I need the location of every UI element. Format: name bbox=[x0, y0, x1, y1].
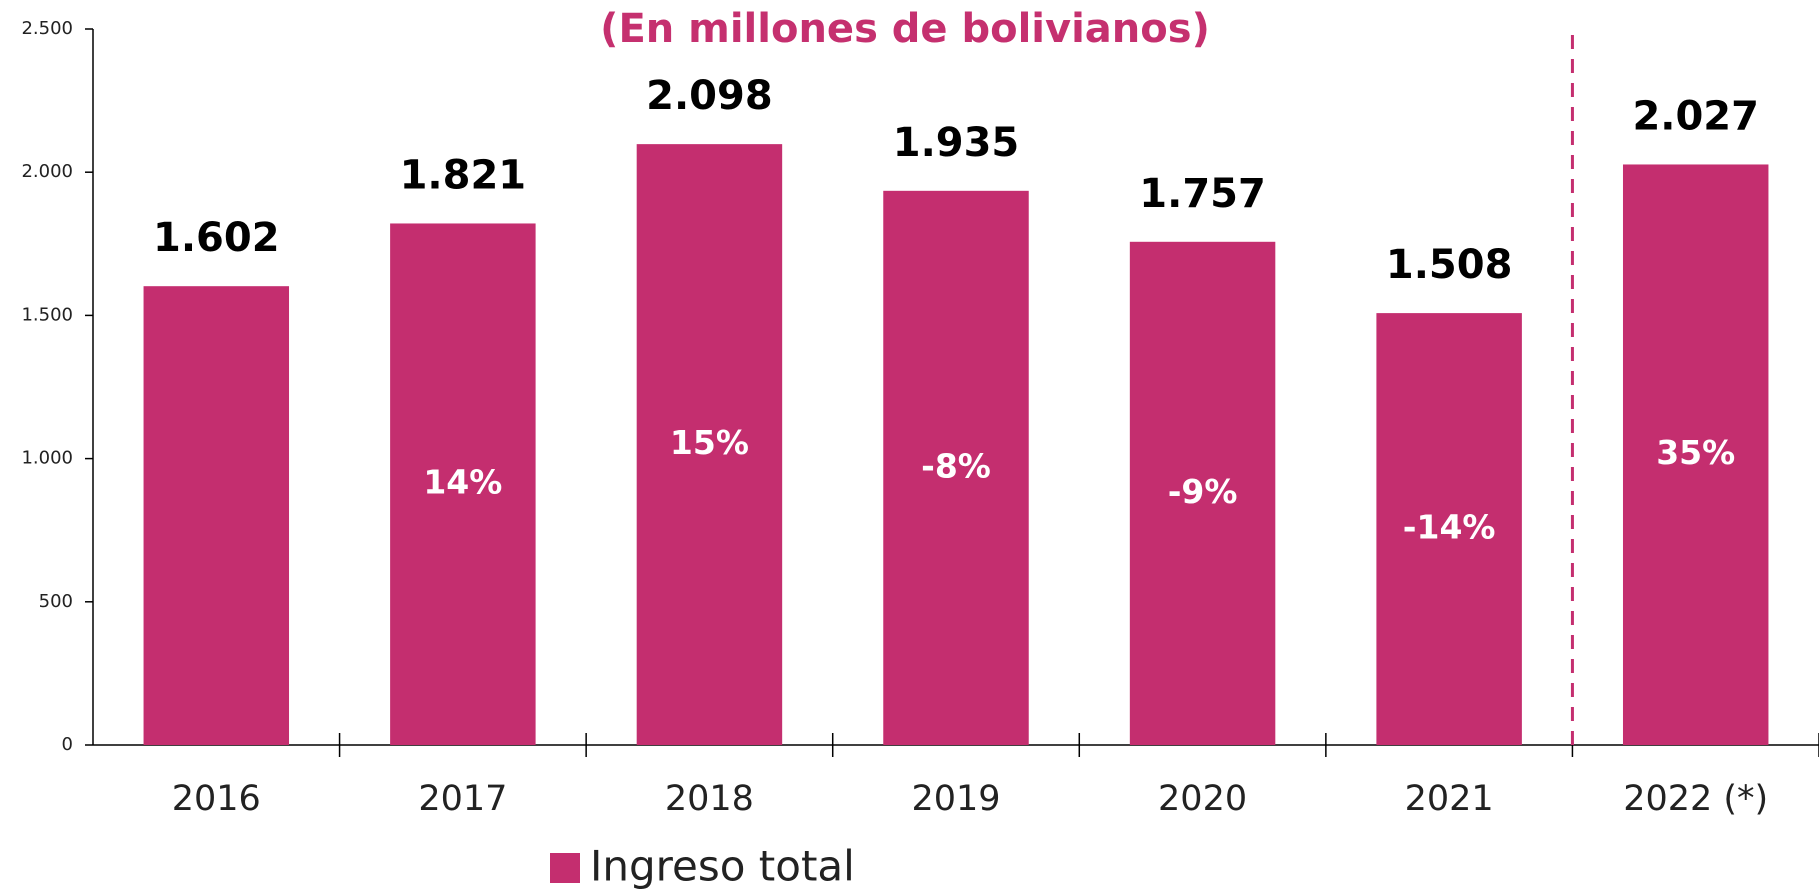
growth-label: 14% bbox=[423, 463, 502, 502]
value-label: 2.027 bbox=[1632, 93, 1759, 139]
x-tick-label: 2018 bbox=[665, 779, 754, 819]
x-tick-label: 2022 (*) bbox=[1623, 779, 1768, 819]
bar bbox=[636, 144, 783, 745]
x-tick-label: 2020 bbox=[1158, 779, 1247, 819]
value-label: 1.935 bbox=[893, 120, 1020, 166]
value-label: 1.821 bbox=[400, 152, 527, 198]
y-tick-label: 0 bbox=[62, 734, 73, 755]
value-label: 2.098 bbox=[646, 73, 773, 119]
y-tick-label: 1.500 bbox=[21, 304, 73, 325]
growth-label: -9% bbox=[1168, 472, 1238, 511]
legend-swatch bbox=[550, 853, 580, 883]
y-tick-label: 2.500 bbox=[21, 18, 73, 39]
y-tick-label: 2.000 bbox=[21, 161, 73, 182]
bar bbox=[1376, 313, 1522, 745]
bar bbox=[883, 190, 1029, 746]
legend-label: Ingreso total bbox=[590, 842, 855, 891]
x-tick-label: 2019 bbox=[911, 779, 1000, 819]
value-label: 1.508 bbox=[1386, 242, 1513, 288]
chart-title: (En millones de bolivianos) bbox=[600, 6, 1210, 52]
value-label: 1.757 bbox=[1139, 171, 1266, 217]
x-tick-label: 2017 bbox=[418, 779, 507, 819]
bar bbox=[1129, 241, 1276, 745]
growth-label: -8% bbox=[921, 446, 991, 485]
x-tick-label: 2021 bbox=[1405, 779, 1494, 819]
growth-label: -14% bbox=[1403, 508, 1496, 547]
bar bbox=[1622, 164, 1769, 746]
bar bbox=[143, 286, 290, 745]
y-tick-label: 500 bbox=[39, 591, 73, 612]
y-tick-label: 1.000 bbox=[21, 448, 73, 469]
value-label: 1.602 bbox=[153, 215, 280, 261]
growth-label: 35% bbox=[1656, 433, 1735, 472]
x-tick-label: 2016 bbox=[172, 779, 261, 819]
growth-label: 15% bbox=[670, 423, 749, 462]
bar bbox=[390, 223, 536, 746]
